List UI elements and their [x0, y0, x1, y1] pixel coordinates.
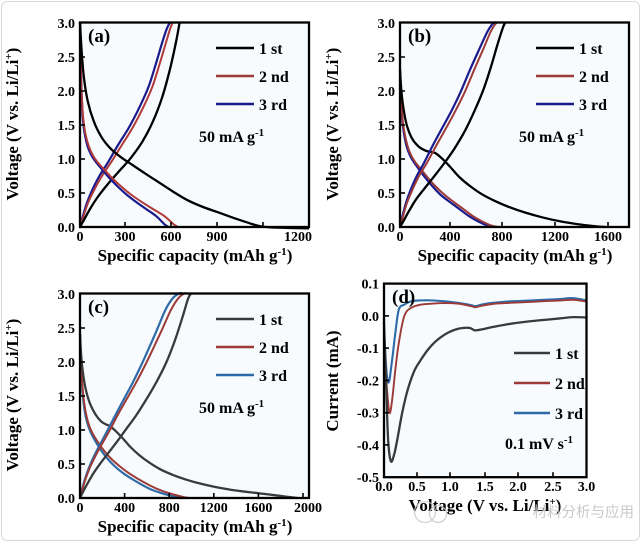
svg-text:(b): (b): [408, 26, 431, 47]
svg-text:Specific capacity (mAh g-1): Specific capacity (mAh g-1): [98, 517, 293, 536]
svg-text:2.5: 2.5: [544, 480, 562, 495]
svg-text:900: 900: [207, 230, 228, 245]
svg-text:1.5: 1.5: [378, 119, 396, 134]
svg-text:3 rd: 3 rd: [259, 97, 287, 114]
svg-text:2.5: 2.5: [378, 51, 396, 66]
svg-text:0.5: 0.5: [58, 187, 76, 202]
svg-text:1.0: 1.0: [378, 153, 396, 168]
svg-text:(a): (a): [88, 26, 110, 47]
svg-text:-0.1: -0.1: [357, 342, 379, 357]
svg-text:Voltage (V vs. Li/Li+): Voltage (V vs. Li/Li+): [3, 319, 22, 472]
svg-text:50 mA g-1: 50 mA g-1: [519, 127, 584, 146]
svg-text:0.0: 0.0: [58, 492, 76, 507]
svg-text:2.5: 2.5: [58, 51, 76, 66]
svg-text:1600: 1600: [244, 501, 272, 516]
svg-text:400: 400: [114, 501, 135, 516]
svg-text:0.0: 0.0: [58, 221, 76, 236]
svg-text:50 mA g-1: 50 mA g-1: [199, 398, 264, 417]
svg-text:1.0: 1.0: [441, 480, 459, 495]
svg-text:2.0: 2.0: [58, 85, 76, 100]
svg-text:Voltage (V vs. Li/Li+): Voltage (V vs. Li/Li+): [3, 48, 22, 201]
svg-text:3.0: 3.0: [578, 480, 596, 495]
svg-text:1600: 1600: [594, 230, 622, 245]
svg-text:3.0: 3.0: [378, 17, 396, 32]
svg-text:1200: 1200: [541, 230, 569, 245]
svg-text:Current (mA): Current (mA): [323, 330, 342, 431]
svg-text:1.5: 1.5: [58, 119, 76, 134]
svg-text:800: 800: [492, 230, 513, 245]
svg-text:2 nd: 2 nd: [259, 340, 289, 357]
svg-text:0.0: 0.0: [362, 310, 380, 325]
svg-text:1 st: 1 st: [259, 41, 283, 58]
svg-text:3.0: 3.0: [58, 17, 76, 32]
svg-text:800: 800: [159, 501, 180, 516]
svg-text:1.0: 1.0: [58, 153, 76, 168]
svg-text:0.5: 0.5: [58, 458, 76, 473]
svg-text:0: 0: [77, 230, 84, 245]
svg-text:1.5: 1.5: [58, 390, 76, 405]
svg-text:Specific capacity (mAh g-1): Specific capacity (mAh g-1): [98, 246, 293, 265]
svg-text:2.0: 2.0: [509, 480, 527, 495]
svg-text:(d): (d): [392, 287, 415, 308]
svg-text:0.1: 0.1: [362, 278, 380, 293]
svg-text:2.0: 2.0: [378, 85, 396, 100]
svg-text:0.5: 0.5: [408, 480, 426, 495]
svg-text:3.0: 3.0: [58, 288, 76, 303]
svg-text:3 rd: 3 rd: [579, 97, 607, 114]
svg-text:300: 300: [115, 230, 136, 245]
svg-text:2 nd: 2 nd: [555, 376, 585, 393]
svg-text:1.0: 1.0: [58, 424, 76, 439]
svg-text:(c): (c): [88, 297, 109, 318]
svg-text:400: 400: [440, 230, 461, 245]
svg-text:50 mA g-1: 50 mA g-1: [199, 127, 264, 146]
svg-text:0.0: 0.0: [378, 221, 396, 236]
svg-text:600: 600: [161, 230, 182, 245]
svg-text:2000: 2000: [294, 501, 322, 516]
svg-text:1200: 1200: [284, 230, 312, 245]
svg-text:2.0: 2.0: [58, 356, 76, 371]
svg-text:2 nd: 2 nd: [259, 69, 289, 86]
svg-text:0: 0: [77, 501, 84, 516]
svg-text:3 rd: 3 rd: [555, 406, 583, 423]
svg-text:2 nd: 2 nd: [579, 69, 609, 86]
svg-text:-0.2: -0.2: [357, 374, 379, 389]
svg-text:2.5: 2.5: [58, 322, 76, 337]
svg-text:0.5: 0.5: [378, 187, 396, 202]
svg-text:材料分析与应用: 材料分析与应用: [533, 503, 635, 521]
svg-text:-0.3: -0.3: [357, 407, 379, 422]
svg-text:0.1 mV s-1: 0.1 mV s-1: [505, 434, 573, 453]
svg-text:0: 0: [397, 230, 404, 245]
svg-text:Voltage (V vs. Li/Li+): Voltage (V vs. Li/Li+): [323, 48, 342, 201]
svg-text:1.5: 1.5: [476, 480, 494, 495]
svg-text:Specific capacity (mAh g-1): Specific capacity (mAh g-1): [418, 246, 613, 265]
svg-text:-0.4: -0.4: [357, 439, 379, 454]
svg-text:1 st: 1 st: [579, 41, 603, 58]
svg-text:1 st: 1 st: [555, 346, 579, 363]
svg-text:-0.5: -0.5: [357, 471, 379, 486]
svg-text:3 rd: 3 rd: [259, 368, 287, 385]
svg-text:1200: 1200: [200, 501, 228, 516]
svg-text:1 st: 1 st: [259, 312, 283, 329]
